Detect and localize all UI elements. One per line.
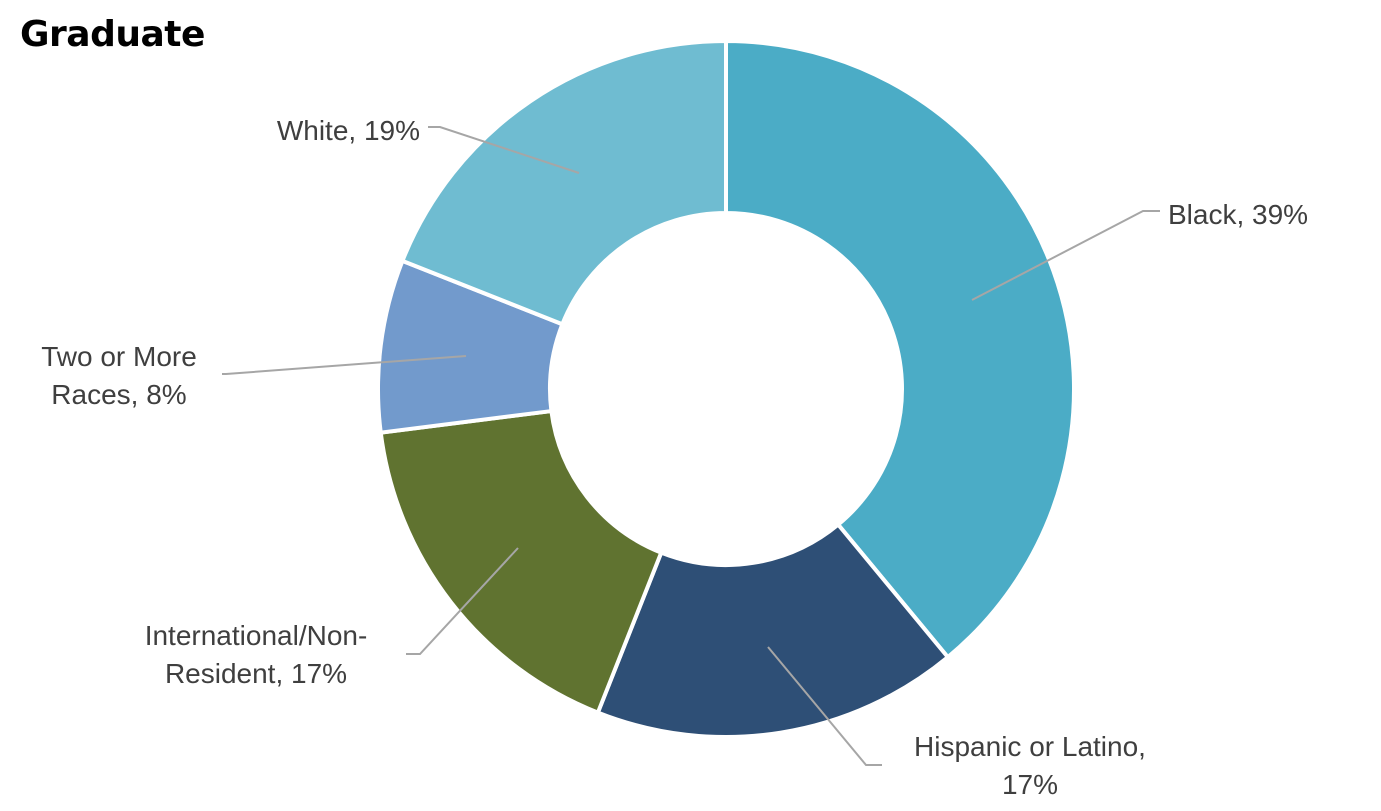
leader-line-black [971,210,1160,301]
slice-black [724,39,1076,660]
leader-line-two-or-more-races [222,355,467,375]
leader-line-white [428,126,580,174]
chart-title: Graduate [20,14,205,55]
data-label-white: White, 19% [277,115,420,146]
data-label-two-or-more-races: Two or More Races, 8% [41,341,197,410]
slice-hispanic-or-latino [595,522,950,739]
leader-line-hispanic-or-latino [767,646,882,766]
leader-line-international-non-resident [406,547,519,655]
slice-white [400,39,728,327]
data-label-hispanic-or-latino: Hispanic or Latino, 17% [914,731,1146,800]
slice-international-non-resident [378,409,664,715]
data-label-black: Black, 39% [1168,199,1308,230]
data-label-international-non-resident: International/Non-Resident, 17% [145,620,368,689]
